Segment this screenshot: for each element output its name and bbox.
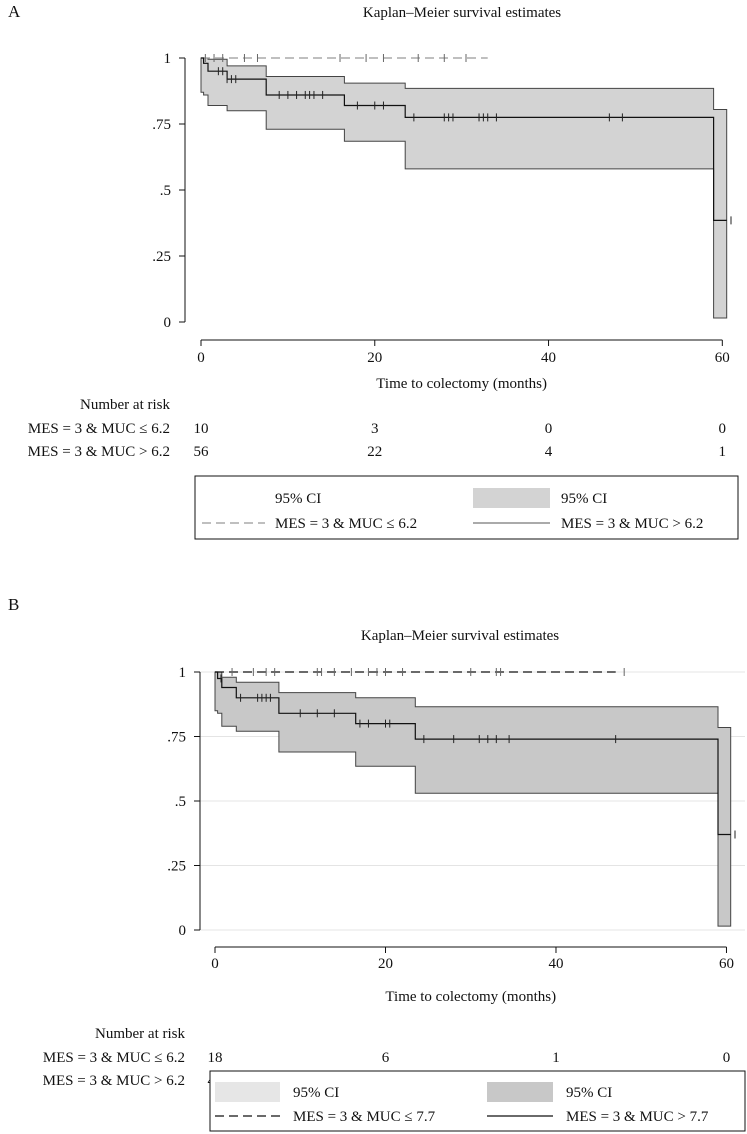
x-tick-label: 20 xyxy=(378,956,393,972)
panel-label: B xyxy=(8,595,19,614)
x-tick-label: 60 xyxy=(715,350,730,366)
legend-label: 95% CI xyxy=(561,491,607,507)
risk-value: 0 xyxy=(723,1050,731,1066)
y-tick-label: .75 xyxy=(167,730,186,746)
risk-row-label: MES = 3 & MUC > 6.2 xyxy=(28,444,170,460)
chart-title: Kaplan–Meier survival estimates xyxy=(361,628,559,644)
risk-table: Number at risk MES = 3 & MUC ≤ 6.2 10 3 0 0 ME… xyxy=(28,397,726,460)
risk-value: 6 xyxy=(382,1050,390,1066)
chart-title: Kaplan–Meier survival estimates xyxy=(363,5,561,21)
x-tick-label: 20 xyxy=(367,350,382,366)
legend-swatch-ci xyxy=(215,1082,280,1102)
risk-value: 0 xyxy=(719,421,727,437)
legend-label: 95% CI xyxy=(275,491,321,507)
legend-swatch-ci xyxy=(487,1082,553,1102)
risk-table-header: Number at risk xyxy=(95,1026,185,1042)
risk-row-label: MES = 3 & MUC > 6.2 xyxy=(43,1073,185,1089)
x-tick-label: 40 xyxy=(541,350,556,366)
survival-line-series-2 xyxy=(215,671,731,836)
legend-swatch-ci xyxy=(202,488,265,508)
legend-label: MES = 3 & MUC ≤ 6.2 xyxy=(275,516,417,532)
ci-band-series-2 xyxy=(200,57,728,319)
y-tick-label: .25 xyxy=(152,249,171,265)
x-axis-label: Time to colectomy (months) xyxy=(385,989,556,1005)
legend: 95% CI 95% CI MES = 3 & MUC ≤ 6.2 MES = 3 &… xyxy=(194,475,739,540)
y-tick-label: 1 xyxy=(179,665,187,681)
legend-label: 95% CI xyxy=(293,1085,339,1101)
risk-value: 3 xyxy=(371,421,379,437)
legend-label: MES = 3 & MUC ≤ 7.7 xyxy=(293,1109,436,1125)
legend-swatch-ci xyxy=(473,488,550,508)
risk-value: 18 xyxy=(208,1050,223,1066)
risk-value: 56 xyxy=(194,444,210,460)
y-tick-label: 0 xyxy=(179,923,187,939)
risk-row-label: MES = 3 & MUC ≤ 6.2 xyxy=(28,421,170,437)
y-tick-label: .5 xyxy=(160,183,171,199)
legend-label: 95% CI xyxy=(566,1085,612,1101)
panel-label: A xyxy=(8,2,21,21)
x-tick-label: 60 xyxy=(719,956,734,972)
panel-a: A Kaplan–Meier survival estimates 0 .25 .5 .7… xyxy=(8,2,739,540)
risk-value: 1 xyxy=(552,1050,560,1066)
x-axis-label: Time to colectomy (months) xyxy=(376,376,547,392)
legend-label: MES = 3 & MUC > 7.7 xyxy=(566,1109,709,1125)
risk-value: 22 xyxy=(367,444,382,460)
ci-band-series-2 xyxy=(214,671,732,927)
y-tick-label: 0 xyxy=(164,315,172,331)
risk-row-label: MES = 3 & MUC ≤ 6.2 xyxy=(43,1050,185,1066)
risk-table-header: Number at risk xyxy=(80,397,170,413)
legend: 95% CI 95% CI MES = 3 & MUC ≤ 7.7 MES = 3 &… xyxy=(209,1070,746,1132)
risk-value: 4 xyxy=(545,444,553,460)
y-tick-label: .75 xyxy=(152,117,171,133)
risk-value: 1 xyxy=(719,444,727,460)
y-tick-label: .5 xyxy=(175,794,186,810)
survival-line-series-2 xyxy=(201,57,727,221)
x-tick-label: 0 xyxy=(197,350,205,366)
panel-b: B Kaplan–Meier survival estimates 0 .25 .5 .7… xyxy=(8,595,746,1132)
y-tick-label: 1 xyxy=(164,51,172,67)
risk-value: 10 xyxy=(194,421,209,437)
y-tick-label: .25 xyxy=(167,859,186,875)
legend-label: MES = 3 & MUC > 6.2 xyxy=(561,516,703,532)
legend-box xyxy=(194,475,739,540)
risk-value: 0 xyxy=(545,421,553,437)
x-tick-label: 0 xyxy=(211,956,219,972)
x-tick-label: 40 xyxy=(548,956,563,972)
legend-box xyxy=(209,1070,746,1132)
